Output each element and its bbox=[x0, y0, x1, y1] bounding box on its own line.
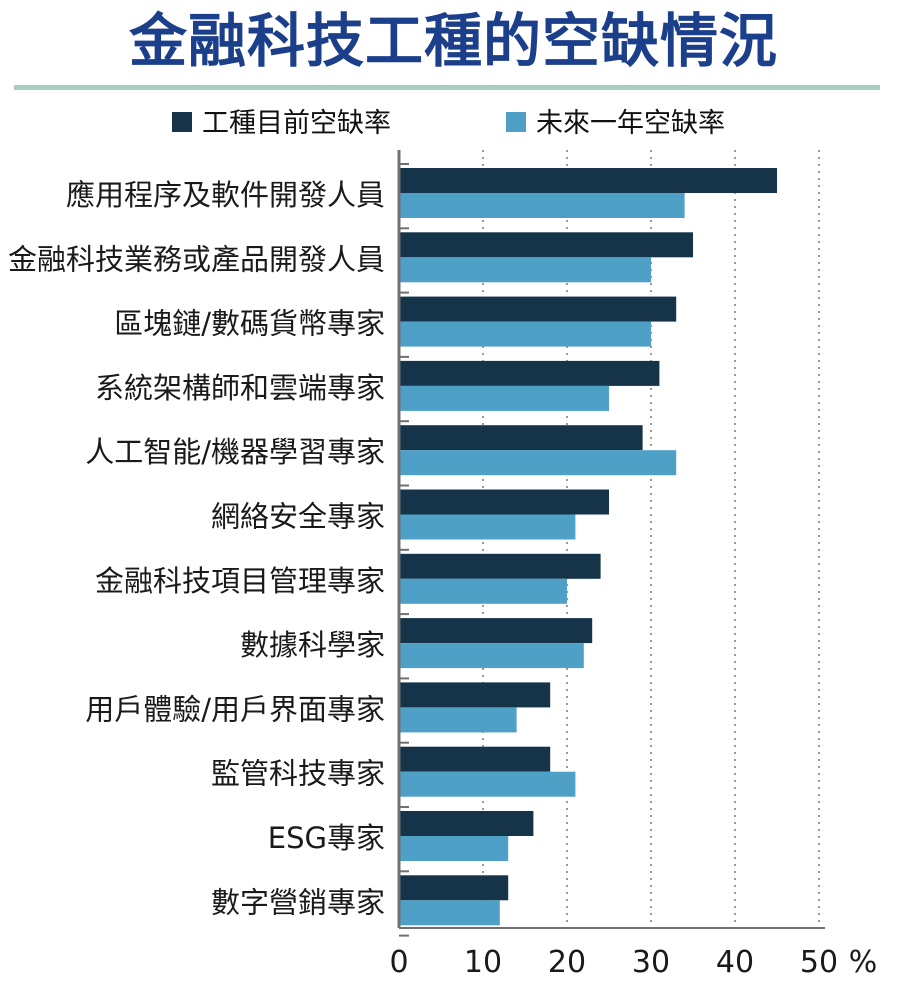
bar bbox=[399, 385, 609, 411]
bar bbox=[399, 450, 677, 476]
bar bbox=[399, 875, 509, 901]
category-label: 人工智能/機器學習專家 bbox=[85, 435, 385, 469]
bar bbox=[399, 489, 609, 515]
bar bbox=[399, 746, 551, 772]
x-tick-label: 40 bbox=[716, 945, 754, 980]
bar bbox=[399, 707, 517, 733]
category-label: 用戶體驗/用戶界面專家 bbox=[85, 692, 385, 726]
x-tick-label: 50 bbox=[800, 945, 838, 980]
category-label: ESG專家 bbox=[268, 821, 385, 855]
legend-label: 工種目前空缺率 bbox=[202, 108, 391, 139]
bar bbox=[399, 425, 643, 451]
category-label: 網絡安全專家 bbox=[211, 500, 385, 534]
chart-title: 金融科技工種的空缺情況 bbox=[128, 7, 778, 75]
axes: 0 10 20 30 40 50% bbox=[389, 150, 877, 980]
bar bbox=[399, 553, 601, 579]
x-unit-label: % bbox=[849, 945, 878, 980]
x-tick-label: 0 bbox=[389, 945, 408, 980]
category-label: 數據科學家 bbox=[240, 628, 385, 662]
bar bbox=[399, 514, 576, 540]
bar bbox=[399, 643, 584, 669]
category-labels: 應用程序及軟件開發人員金融科技業務或產品開發人員區塊鏈/數碼貨幣專家系統架構師和… bbox=[8, 178, 385, 919]
bar bbox=[399, 257, 651, 283]
category-label: 金融科技業務或產品開發人員 bbox=[8, 242, 385, 276]
bar bbox=[399, 232, 693, 258]
x-tick-label: 20 bbox=[548, 945, 586, 980]
bar bbox=[399, 618, 593, 644]
bar bbox=[399, 836, 509, 861]
x-tick-label: 10 bbox=[464, 945, 502, 980]
category-label: 監管科技專家 bbox=[211, 757, 385, 791]
title-underline bbox=[14, 85, 880, 90]
bar bbox=[399, 296, 677, 322]
legend: 工種目前空缺率 未來一年空缺率 bbox=[172, 108, 725, 139]
bar bbox=[399, 811, 534, 836]
bar bbox=[399, 771, 576, 797]
category-label: 區塊鏈/數碼貨幣專家 bbox=[114, 307, 385, 341]
bar bbox=[399, 360, 660, 386]
category-label: 數字營銷專家 bbox=[211, 885, 385, 919]
x-tick-label: 30 bbox=[632, 945, 670, 980]
category-label: 應用程序及軟件開發人員 bbox=[66, 178, 385, 212]
bar bbox=[399, 578, 567, 604]
bar bbox=[399, 682, 551, 708]
bar bbox=[399, 900, 500, 926]
bar bbox=[399, 193, 685, 218]
bars bbox=[399, 168, 777, 926]
category-label: 系統架構師和雲端專家 bbox=[95, 371, 385, 405]
bar bbox=[399, 168, 777, 193]
legend-label: 未來一年空缺率 bbox=[536, 108, 725, 139]
bar bbox=[399, 321, 651, 347]
legend-swatch bbox=[506, 112, 526, 132]
category-label: 金融科技項目管理專家 bbox=[95, 564, 385, 598]
legend-swatch bbox=[172, 112, 192, 132]
